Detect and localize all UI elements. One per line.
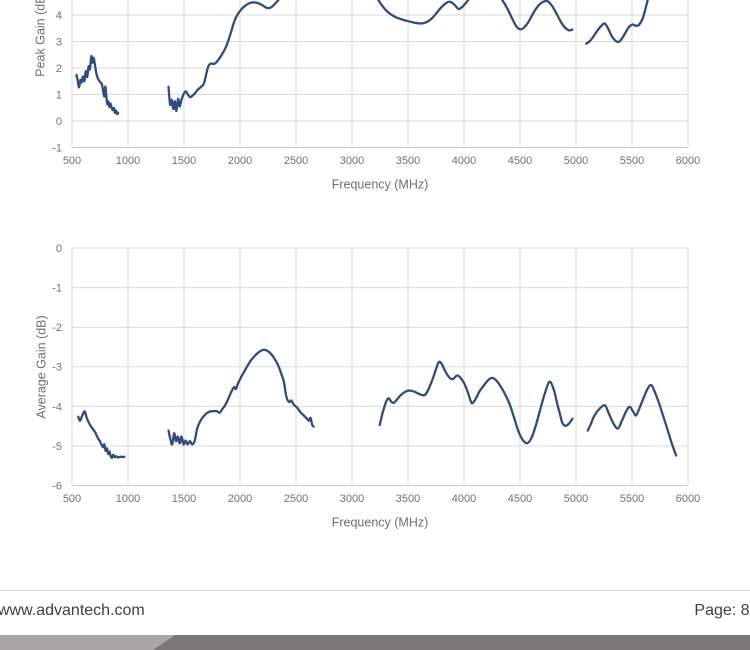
svg-text:Frequency (MHz): Frequency (MHz) [332, 515, 429, 529]
peak-gain-plot: 4 3 2 1 0 -1500 1000 1500 2000 2500 3000 3500 4000 45… [33, 0, 700, 191]
svg-text:Average Gain (dB): Average Gain (dB) [34, 315, 48, 418]
svg-text:1500: 1500 [172, 155, 196, 167]
svg-text:-2: -2 [52, 322, 62, 334]
svg-text:5500: 5500 [620, 155, 644, 167]
svg-text:3500: 3500 [396, 155, 420, 167]
svg-text:2500: 2500 [284, 155, 308, 167]
svg-text:4500: 4500 [508, 155, 532, 167]
peak-gain-chart: 4 3 2 1 0 -1 500 1000 1500 2000 2500 3000 3500 4000 45… [0, 0, 750, 196]
svg-text:1: 1 [56, 89, 62, 101]
footer-bar [0, 635, 750, 650]
svg-text:-4: -4 [52, 401, 62, 413]
svg-text:4000: 4000 [452, 155, 476, 167]
svg-text:-3: -3 [52, 362, 62, 374]
svg-text:2: 2 [56, 63, 62, 75]
footer-page-number: Page: 8/ [694, 602, 750, 619]
svg-text:6000: 6000 [676, 493, 700, 505]
svg-text:4000: 4000 [452, 493, 476, 505]
svg-text:2000: 2000 [228, 155, 252, 167]
page-footer: www.advantech.com Page: 8/ [0, 590, 750, 636]
svg-text:1000: 1000 [116, 493, 140, 505]
svg-text:3500: 3500 [396, 493, 420, 505]
svg-text:1000: 1000 [116, 155, 140, 167]
svg-text:3: 3 [56, 36, 62, 48]
svg-text:4: 4 [56, 10, 62, 22]
average-gain-chart: 0 -1 -2 -3 -4 -5 -6 500 1000 1500 2000 2500 3000 3500… [0, 225, 750, 535]
svg-text:-5: -5 [52, 441, 62, 453]
svg-text:Peak Gain (dB): Peak Gain (dB) [33, 0, 47, 77]
svg-text:0: 0 [56, 116, 62, 128]
svg-text:5000: 5000 [564, 493, 588, 505]
svg-text:500: 500 [63, 493, 81, 505]
svg-text:4500: 4500 [508, 493, 532, 505]
svg-text:3000: 3000 [340, 493, 364, 505]
svg-text:-1: -1 [52, 142, 62, 154]
footer-website-url: www.advantech.com [0, 602, 145, 619]
svg-text:5000: 5000 [564, 155, 588, 167]
svg-text:1500: 1500 [172, 493, 196, 505]
svg-text:2500: 2500 [284, 493, 308, 505]
svg-text:Frequency (MHz): Frequency (MHz) [332, 177, 429, 191]
svg-text:-6: -6 [52, 480, 62, 492]
svg-text:500: 500 [63, 155, 81, 167]
svg-text:6000: 6000 [676, 155, 700, 167]
svg-text:-1: -1 [52, 282, 62, 294]
svg-text:0: 0 [56, 243, 62, 255]
svg-text:3000: 3000 [340, 155, 364, 167]
svg-text:5500: 5500 [620, 493, 644, 505]
svg-text:2000: 2000 [228, 493, 252, 505]
footer-bar-dark-section [153, 635, 750, 650]
